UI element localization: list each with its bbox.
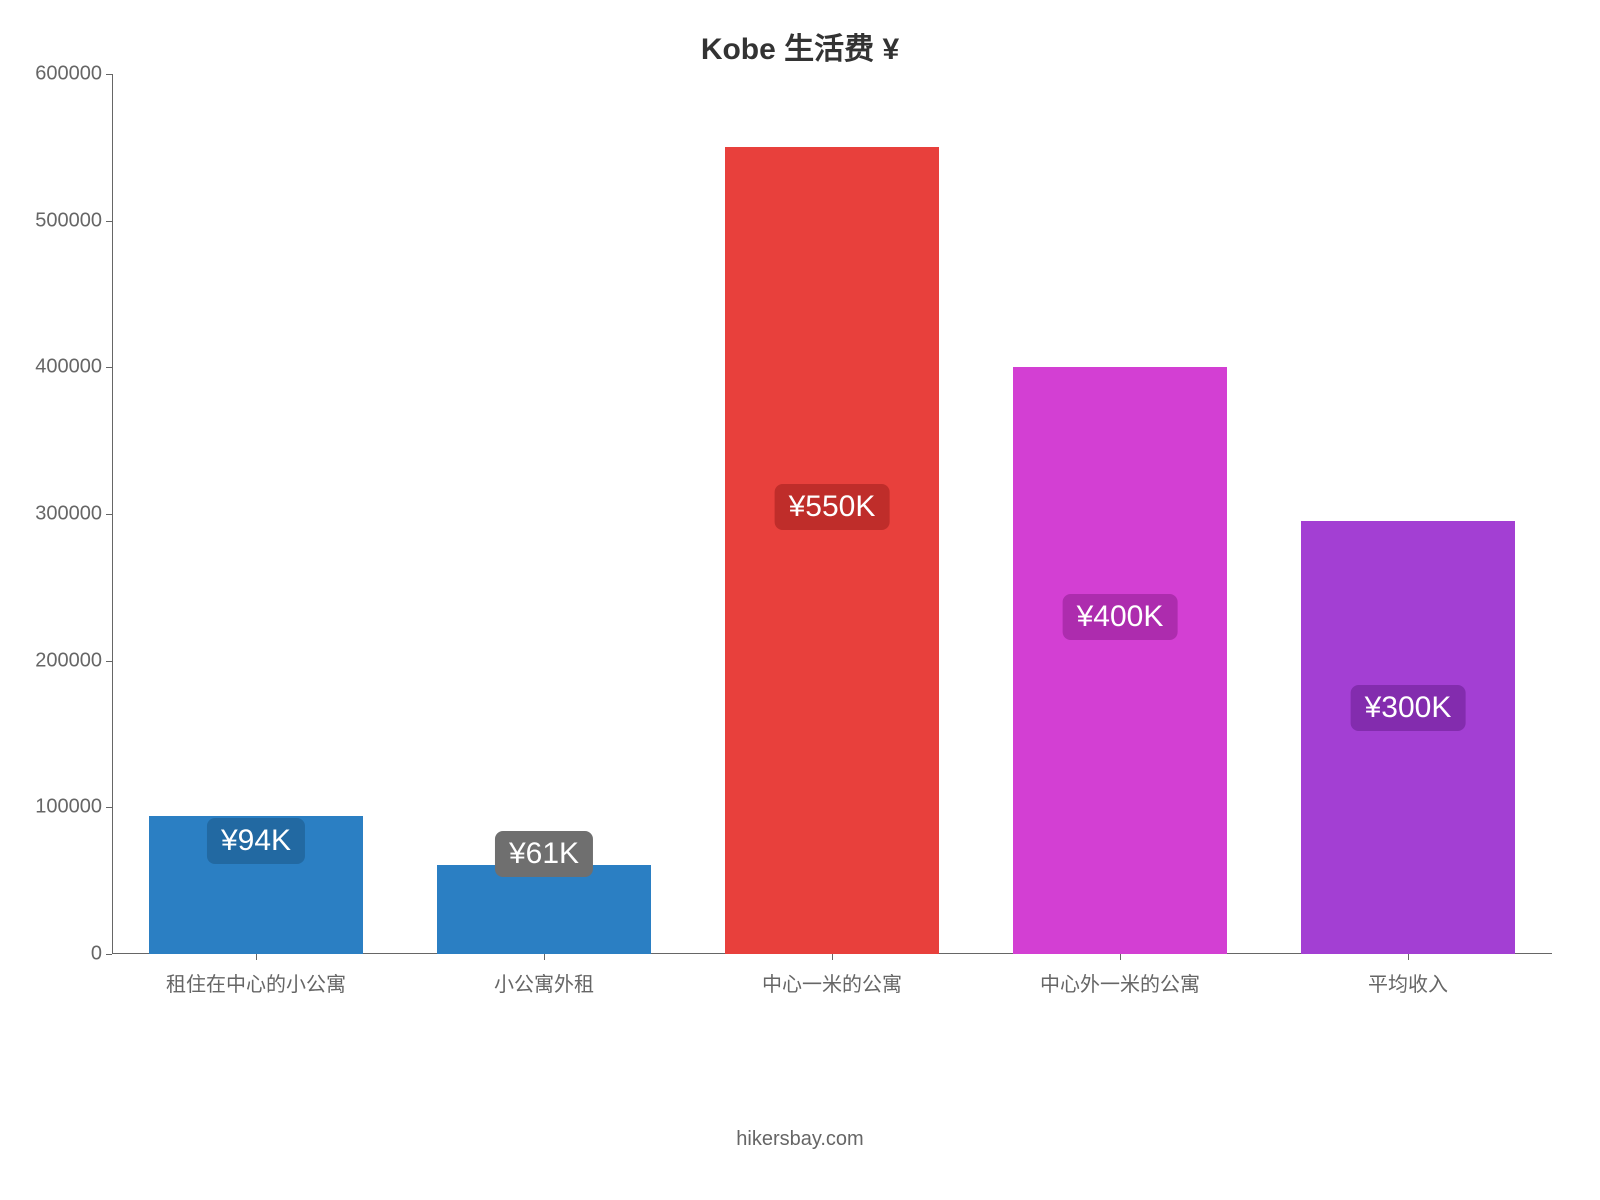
bar [437,865,650,954]
x-tick-label: 平均收入 [1368,954,1448,997]
x-tick-label: 小公寓外租 [494,954,594,997]
y-axis [112,74,113,954]
chart-stage: Kobe 生活费 ¥ 01000002000003000004000005000… [0,0,1600,1200]
bar-value-label: ¥300K [1351,685,1466,731]
x-tick-label: 租住在中心的小公寓 [166,954,346,997]
bar [1301,521,1514,954]
credit-text: hikersbay.com [0,1128,1600,1151]
y-tick-label: 100000 [35,796,112,819]
bar-value-label: ¥400K [1063,594,1178,640]
bar-value-label: ¥61K [495,831,593,877]
chart-title: Kobe 生活费 ¥ [0,24,1600,68]
bar-value-label: ¥550K [775,484,890,530]
y-tick-label: 200000 [35,649,112,672]
bar-value-label: ¥94K [207,818,305,864]
y-tick-label: 600000 [35,63,112,86]
y-tick-label: 400000 [35,356,112,379]
plot-area: 0100000200000300000400000500000600000租住在… [112,74,1552,954]
bar [725,147,938,954]
x-tick-label: 中心外一米的公寓 [1040,954,1200,997]
y-tick-label: 0 [91,943,112,966]
y-tick-label: 300000 [35,503,112,526]
y-tick-label: 500000 [35,209,112,232]
x-tick-label: 中心一米的公寓 [762,954,902,997]
bar [1013,367,1226,954]
